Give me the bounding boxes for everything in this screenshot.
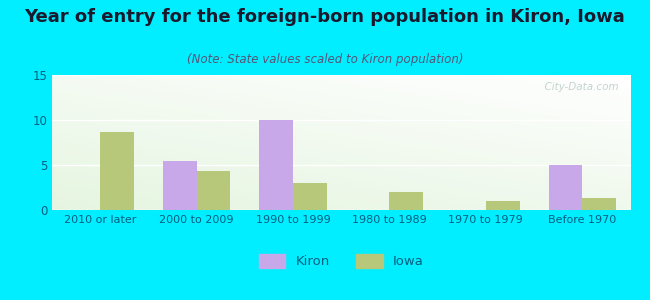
- Bar: [196, 171, 230, 210]
- Bar: [389, 192, 423, 210]
- Text: (Note: State values scaled to Kiron population): (Note: State values scaled to Kiron popu…: [187, 52, 463, 65]
- Bar: [100, 132, 134, 210]
- Bar: [293, 183, 327, 210]
- Bar: [549, 165, 582, 210]
- Bar: [486, 201, 519, 210]
- Bar: [259, 120, 293, 210]
- Bar: [582, 198, 616, 210]
- Text: City-Data.com: City-Data.com: [538, 82, 619, 92]
- Legend: Kiron, Iowa: Kiron, Iowa: [254, 249, 429, 274]
- Text: Year of entry for the foreign-born population in Kiron, Iowa: Year of entry for the foreign-born popul…: [25, 8, 625, 26]
- Bar: [163, 160, 196, 210]
